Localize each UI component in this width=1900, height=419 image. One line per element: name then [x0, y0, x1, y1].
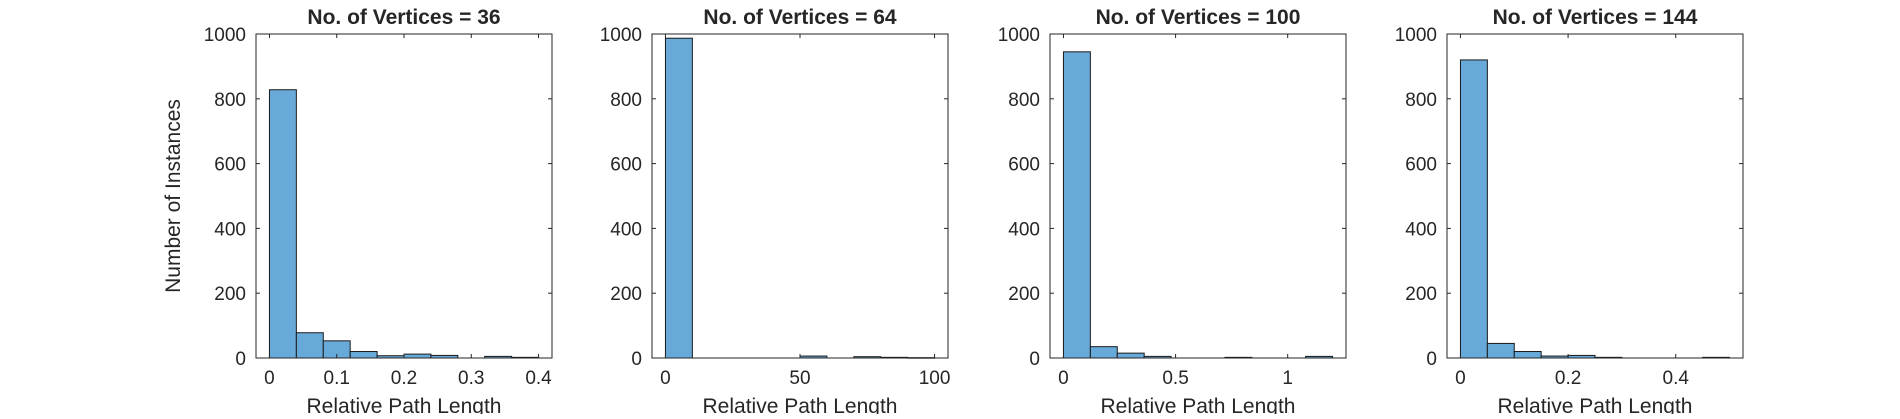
y-tick-label: 600 [214, 155, 246, 176]
x-axis-label: Relative Path Length [1101, 395, 1296, 414]
y-tick-label: 1000 [1395, 25, 1437, 46]
y-tick-label: 600 [1008, 155, 1040, 176]
x-axis-label: Relative Path Length [703, 395, 898, 414]
y-tick-label: 1000 [204, 25, 246, 46]
x-tick-label: 0 [264, 368, 275, 389]
chart-title: No. of Vertices = 64 [703, 6, 896, 29]
y-tick-label: 800 [1008, 90, 1040, 111]
y-axis-label: Number of Instances [162, 99, 185, 293]
x-tick-label: 0.2 [1555, 368, 1581, 389]
axes-box [1446, 33, 1744, 359]
x-tick-label: 0 [1455, 368, 1466, 389]
axes-box [255, 33, 553, 359]
x-tick-label: 0 [660, 368, 671, 389]
histogram-bar [403, 353, 432, 359]
x-tick-label: 0.3 [458, 368, 484, 389]
y-tick-label: 800 [214, 90, 246, 111]
y-tick-label: 400 [610, 219, 642, 240]
y-tick-label: 600 [610, 155, 642, 176]
x-tick-label: 0.4 [525, 368, 552, 389]
panel-1: 0 200 400 600 800 1000 0 0.1 0.2 0.3 0.4 No. of Ver… [162, 6, 553, 418]
x-tick-label: 0.5 [1162, 368, 1188, 389]
x-axis-label: Relative Path Length [307, 395, 502, 414]
y-tick-label: 400 [1008, 219, 1040, 240]
y-tick-label: 800 [1405, 90, 1437, 111]
histogram-bar [1089, 346, 1118, 359]
y-tick-label: 800 [610, 90, 642, 111]
axes-box [651, 33, 949, 359]
x-tick-label: 100 [919, 368, 951, 389]
histogram-bar [268, 89, 297, 359]
chart-title: No. of Vertices = 144 [1493, 6, 1698, 29]
chart-title: No. of Vertices = 36 [307, 6, 500, 29]
histogram-bar [349, 351, 378, 359]
x-tick-label: 0.1 [324, 368, 350, 389]
panel-3: 0 200 400 600 800 1000 0 0.5 1 No. of Vertices = … [998, 6, 1347, 418]
y-tick-label: 0 [1426, 349, 1437, 370]
x-tick-label: 1 [1282, 368, 1293, 389]
y-tick-label: 400 [214, 219, 246, 240]
y-tick-label: 0 [631, 349, 642, 370]
panel-2: 0 200 400 600 800 1000 0 50 100 No. of Vertices =… [600, 6, 951, 418]
histogram-bar [295, 332, 324, 359]
y-tick-label: 400 [1405, 219, 1437, 240]
histogram-bar [1486, 342, 1515, 359]
histogram-bar [1459, 59, 1488, 359]
x-axis-label: Relative Path Length [1498, 395, 1693, 414]
histogram-bar [1062, 51, 1091, 359]
y-tick-label: 200 [1008, 284, 1040, 305]
y-tick-label: 200 [1405, 284, 1437, 305]
y-tick-label: 200 [214, 284, 246, 305]
y-tick-label: 600 [1405, 155, 1437, 176]
x-tick-label: 0.4 [1663, 368, 1690, 389]
y-tick-label: 200 [610, 284, 642, 305]
x-tick-label: 0.2 [391, 368, 417, 389]
y-tick-label: 1000 [998, 25, 1040, 46]
histogram-bar [664, 37, 693, 359]
x-tick-label: 0 [1058, 368, 1069, 389]
axes-box [1049, 33, 1347, 359]
panel-4: 0 200 400 600 800 1000 0 0.2 0.4 No. of Vertices … [1395, 6, 1744, 418]
histogram-bar [1116, 352, 1145, 359]
chart-title: No. of Vertices = 100 [1096, 6, 1301, 29]
x-tick-label: 50 [789, 368, 810, 389]
histogram-bar [1513, 351, 1542, 359]
y-tick-label: 0 [1029, 349, 1040, 370]
y-tick-label: 1000 [600, 25, 642, 46]
y-tick-label: 0 [235, 349, 246, 370]
